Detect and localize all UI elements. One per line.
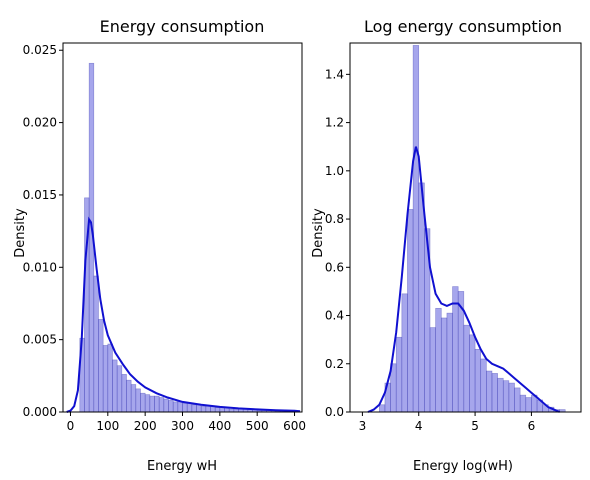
histogram-bar — [182, 403, 188, 413]
y-tick-label: 0.6 — [325, 260, 344, 274]
histogram-bar — [107, 343, 113, 413]
histogram-bar — [205, 405, 211, 413]
y-axis-ticks: 0.000 0.005 0.010 0.015 0.020 0.025 — [23, 43, 63, 419]
histogram-bar — [126, 379, 132, 413]
x-axis-label: Energy log(wH) — [413, 459, 513, 474]
histogram-bar — [130, 384, 137, 413]
plot-title: Log energy consumption — [364, 17, 562, 36]
histogram-bar — [474, 348, 482, 413]
histogram-bar — [98, 319, 104, 413]
x-tick-label: 500 — [246, 419, 269, 433]
y-axis-ticks: 0.0 0.2 0.4 0.6 0.8 1.0 1.2 1.4 — [325, 67, 350, 419]
histogram-bar — [144, 394, 151, 413]
plot-title: Energy consumption — [100, 17, 265, 36]
histogram-bar — [429, 327, 436, 413]
histogram-bars — [79, 62, 295, 413]
kde-curve — [66, 216, 301, 413]
histogram-bar — [214, 407, 221, 413]
histogram-bar — [519, 394, 527, 413]
histogram-bar — [418, 182, 425, 413]
y-tick-label: 0.8 — [325, 212, 344, 226]
kde-curve — [367, 146, 560, 413]
histogram-bar — [480, 358, 487, 413]
histogram-bar — [93, 275, 99, 413]
y-tick-label: 1.4 — [325, 67, 344, 81]
histogram-bar — [121, 374, 127, 413]
histogram-bar — [486, 370, 493, 413]
x-tick-label: 6 — [528, 419, 536, 433]
histogram-bar — [502, 380, 510, 413]
x-axis-ticks: 0 100 200 300 400 500 600 — [67, 412, 306, 433]
histogram-bar — [196, 404, 202, 413]
histogram-bar — [112, 359, 118, 413]
histogram-bar — [452, 286, 459, 413]
histogram-bar — [200, 405, 207, 413]
histogram-bar — [186, 403, 193, 413]
log-energy-consumption-plot: Log energy consumption 3 4 5 6 0.0 0.2 0.4 0.6… — [311, 17, 582, 474]
y-tick-label: 0.025 — [23, 43, 57, 57]
y-tick-label: 1.2 — [325, 116, 344, 130]
x-tick-label: 3 — [359, 419, 367, 433]
histogram-bar — [149, 395, 155, 413]
histogram-bar — [140, 392, 146, 413]
histogram-bar — [378, 404, 386, 413]
y-tick-label: 0.0 — [325, 405, 344, 419]
histogram-bar — [158, 397, 165, 413]
y-tick-label: 0.005 — [23, 333, 57, 347]
x-tick-label: 100 — [96, 419, 119, 433]
histogram-bar — [401, 293, 408, 413]
histogram-bar — [508, 382, 515, 413]
energy-consumption-plot: Energy consumption 0 100 200 300 400 500 600 0… — [13, 17, 306, 474]
histogram-bar — [491, 373, 498, 413]
y-tick-label: 0.010 — [23, 260, 57, 274]
axes-frame — [349, 42, 582, 413]
histogram-bar — [219, 407, 225, 413]
histogram-bar — [163, 398, 169, 413]
x-tick-label: 400 — [208, 419, 231, 433]
histogram-bar — [463, 324, 470, 413]
y-axis-label: Density — [311, 208, 326, 258]
y-tick-label: 0.4 — [325, 309, 344, 323]
histogram-bar — [497, 377, 504, 413]
y-tick-label: 0.2 — [325, 357, 344, 371]
histogram-bar — [446, 312, 453, 413]
histogram-bar — [407, 209, 414, 413]
x-tick-label: 600 — [283, 419, 306, 433]
histogram-bar — [514, 387, 521, 413]
histogram-bar — [395, 336, 403, 413]
histogram-bar — [116, 365, 123, 413]
histogram-bar — [191, 404, 197, 413]
y-tick-label: 1.0 — [325, 164, 344, 178]
x-tick-label: 0 — [67, 419, 75, 433]
y-tick-label: 0.015 — [23, 188, 57, 202]
x-tick-label: 4 — [415, 419, 423, 433]
x-tick-label: 5 — [471, 419, 479, 433]
histogram-bar — [177, 401, 183, 413]
x-tick-label: 300 — [171, 419, 194, 433]
x-tick-label: 200 — [134, 419, 157, 433]
histogram-bar — [469, 334, 476, 413]
histogram-bar — [525, 397, 532, 413]
x-axis-label: Energy wH — [147, 459, 217, 474]
y-tick-label: 0.020 — [23, 116, 57, 130]
histogram-bars — [378, 45, 566, 413]
histogram-bar — [102, 345, 109, 413]
histogram-bar — [154, 395, 160, 413]
x-axis-ticks: 3 4 5 6 — [359, 412, 536, 433]
histogram-bar — [435, 307, 442, 413]
histogram-bar — [412, 45, 420, 413]
histogram-bar — [172, 401, 179, 413]
histogram-bar — [168, 400, 174, 413]
histogram-bar — [440, 317, 448, 413]
histogram-bar — [135, 388, 141, 413]
y-axis-label: Density — [13, 208, 28, 258]
y-tick-label: 0.000 — [23, 405, 57, 419]
